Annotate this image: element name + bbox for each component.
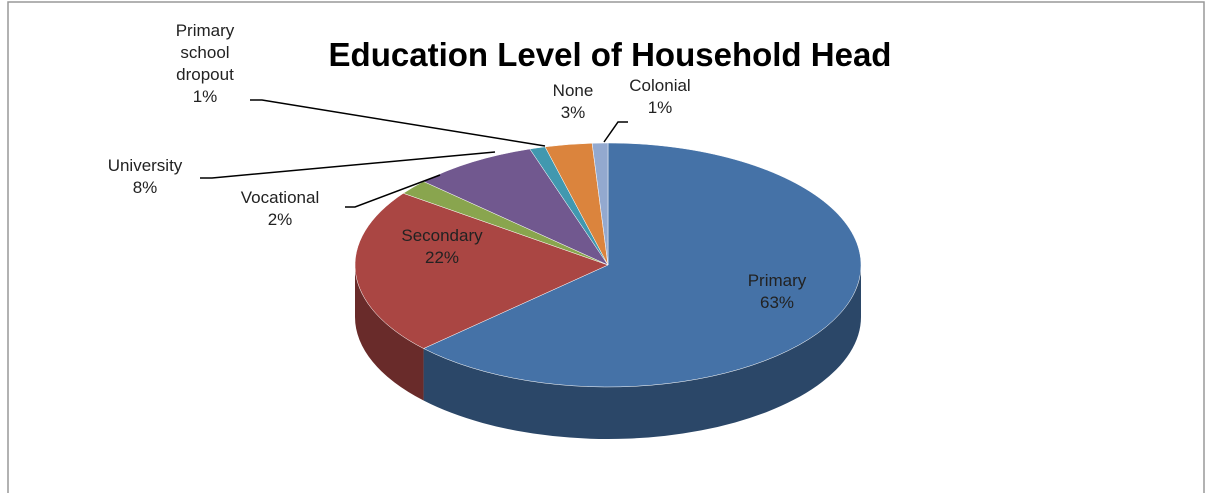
- category-label: None: [552, 81, 594, 100]
- leader-line: [603, 121, 628, 143]
- slice-label: Colonial 1%: [629, 75, 690, 119]
- value-label: 1%: [192, 87, 218, 106]
- leader-line: [200, 151, 496, 179]
- value-label: 63%: [759, 293, 795, 312]
- category-label: Colonial: [629, 76, 691, 95]
- slice-label: Primary school dropout 1%: [165, 20, 245, 108]
- pie: [354, 142, 862, 439]
- slice: [354, 193, 609, 349]
- slice-side: [355, 265, 424, 401]
- slice-label: Primary 63%: [748, 270, 807, 314]
- slice-label: Secondary 22%: [401, 225, 482, 269]
- slice-label: None 3%: [553, 80, 594, 124]
- leader-line: [250, 99, 546, 147]
- category-label: University: [107, 156, 183, 175]
- value-label: 2%: [267, 210, 293, 229]
- category-label: Primary school dropout: [175, 21, 235, 84]
- slice-label: University 8%: [108, 155, 183, 199]
- slice: [422, 142, 862, 388]
- value-label: 1%: [647, 98, 673, 117]
- value-label: 22%: [424, 248, 460, 267]
- slice: [591, 142, 609, 266]
- leader-line: [345, 174, 441, 208]
- category-label: Secondary: [401, 226, 483, 245]
- chart-frame: [7, 1, 1205, 493]
- category-label: Vocational: [240, 188, 320, 207]
- chart-title: Education Level of Household Head: [328, 36, 892, 73]
- category-label: Primary: [747, 271, 807, 290]
- value-label: 8%: [132, 178, 158, 197]
- leader-lines: [200, 99, 628, 208]
- slice-label: Vocational 2%: [241, 187, 319, 231]
- value-label: 3%: [560, 103, 586, 122]
- slice-side: [423, 265, 861, 439]
